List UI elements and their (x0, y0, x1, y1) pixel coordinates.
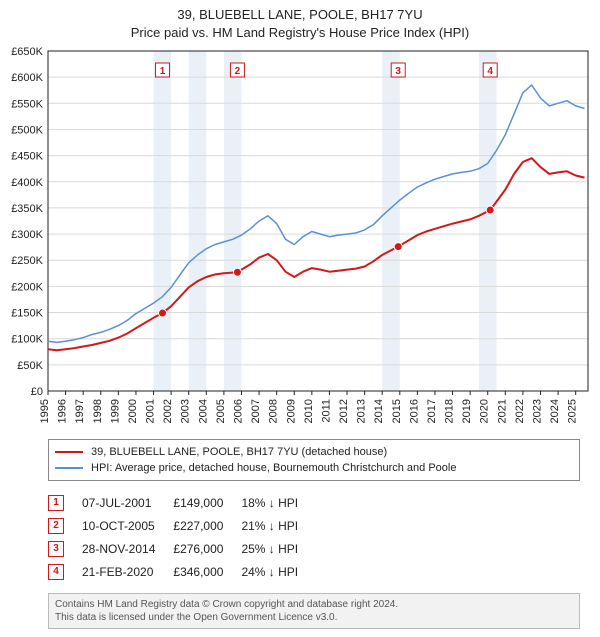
sale-diff: 25% ↓ HPI (241, 537, 316, 560)
svg-text:2017: 2017 (426, 399, 438, 423)
svg-text:1: 1 (160, 66, 166, 77)
svg-text:2008: 2008 (268, 399, 280, 423)
sale-price: £227,000 (173, 514, 241, 537)
svg-text:£450K: £450K (11, 151, 43, 163)
sale-price: £346,000 (173, 560, 241, 583)
svg-text:2014: 2014 (373, 399, 385, 423)
svg-text:£350K: £350K (11, 203, 43, 215)
svg-text:£100K: £100K (11, 334, 43, 346)
svg-text:1996: 1996 (57, 399, 69, 423)
sale-price: £276,000 (173, 537, 241, 560)
svg-text:2021: 2021 (496, 399, 508, 423)
svg-text:2005: 2005 (215, 399, 227, 423)
svg-text:2002: 2002 (162, 399, 174, 423)
svg-text:2023: 2023 (532, 399, 544, 423)
svg-text:£250K: £250K (11, 255, 43, 267)
sale-price: £149,000 (173, 491, 241, 514)
legend-item-hpi: HPI: Average price, detached house, Bour… (55, 460, 573, 476)
svg-text:£150K: £150K (11, 308, 43, 320)
svg-text:2003: 2003 (180, 399, 192, 423)
svg-text:2019: 2019 (461, 399, 473, 423)
svg-text:2025: 2025 (567, 399, 579, 423)
svg-text:4: 4 (487, 66, 493, 77)
title-block: 39, BLUEBELL LANE, POOLE, BH17 7YU Price… (0, 0, 600, 43)
svg-text:2006: 2006 (232, 399, 244, 423)
sale-diff: 18% ↓ HPI (241, 491, 316, 514)
svg-text:2010: 2010 (303, 399, 315, 423)
svg-text:£500K: £500K (11, 125, 43, 137)
svg-text:2001: 2001 (145, 399, 157, 423)
svg-text:2020: 2020 (479, 399, 491, 423)
legend-item-property: 39, BLUEBELL LANE, POOLE, BH17 7YU (deta… (55, 444, 573, 460)
table-row: 1 07-JUL-2001£149,00018% ↓ HPI (48, 491, 316, 514)
svg-text:2011: 2011 (320, 399, 332, 423)
sale-badge: 2 (48, 518, 64, 534)
svg-text:£300K: £300K (11, 229, 43, 241)
svg-text:2022: 2022 (514, 399, 526, 423)
title-address: 39, BLUEBELL LANE, POOLE, BH17 7YU (0, 6, 600, 24)
table-row: 2 10-OCT-2005£227,00021% ↓ HPI (48, 514, 316, 537)
svg-text:2016: 2016 (408, 399, 420, 423)
svg-text:£650K: £650K (11, 46, 43, 58)
table-row: 4 21-FEB-2020£346,00024% ↓ HPI (48, 560, 316, 583)
svg-text:2024: 2024 (549, 399, 561, 423)
svg-text:£200K: £200K (11, 281, 43, 293)
svg-text:1999: 1999 (109, 399, 121, 423)
sale-badge: 3 (48, 541, 64, 557)
svg-text:2000: 2000 (127, 399, 139, 423)
svg-text:3: 3 (395, 66, 401, 77)
sale-date: 07-JUL-2001 (82, 491, 173, 514)
sales-table: 1 07-JUL-2001£149,00018% ↓ HPI 2 10-OCT-200… (48, 491, 316, 583)
legend-label: 39, BLUEBELL LANE, POOLE, BH17 7YU (deta… (91, 446, 387, 458)
legend-label: HPI: Average price, detached house, Bour… (91, 462, 456, 474)
svg-text:£550K: £550K (11, 98, 43, 110)
sale-date: 28-NOV-2014 (82, 537, 173, 560)
svg-text:1998: 1998 (92, 399, 104, 423)
svg-text:2007: 2007 (250, 399, 262, 423)
svg-text:2009: 2009 (285, 399, 297, 423)
sale-date: 21-FEB-2020 (82, 560, 173, 583)
sale-diff: 21% ↓ HPI (241, 514, 316, 537)
svg-text:2: 2 (235, 66, 241, 77)
svg-text:£600K: £600K (11, 72, 43, 84)
svg-text:2018: 2018 (444, 399, 456, 423)
svg-text:1997: 1997 (74, 399, 86, 423)
svg-text:2004: 2004 (197, 399, 209, 423)
footer-line: Contains HM Land Registry data © Crown c… (55, 598, 573, 611)
svg-text:£0: £0 (31, 386, 43, 398)
sale-date: 10-OCT-2005 (82, 514, 173, 537)
sale-badge: 4 (48, 564, 64, 580)
svg-text:2012: 2012 (338, 399, 350, 423)
sale-diff: 24% ↓ HPI (241, 560, 316, 583)
table-row: 3 28-NOV-2014£276,00025% ↓ HPI (48, 537, 316, 560)
footer-line: This data is licensed under the Open Gov… (55, 611, 573, 624)
svg-text:£50K: £50K (17, 360, 43, 372)
svg-text:2015: 2015 (391, 399, 403, 423)
title-subtitle: Price paid vs. HM Land Registry's House … (0, 24, 600, 42)
svg-text:1995: 1995 (39, 399, 51, 423)
legend: 39, BLUEBELL LANE, POOLE, BH17 7YU (deta… (48, 439, 580, 481)
svg-text:2013: 2013 (356, 399, 368, 423)
svg-text:£400K: £400K (11, 177, 43, 189)
price-chart: £0 £50K £100K £150K £200K £250K £300K £350K £400… (0, 43, 600, 433)
footer-attribution: Contains HM Land Registry data © Crown c… (48, 593, 580, 629)
sale-badge: 1 (48, 495, 64, 511)
